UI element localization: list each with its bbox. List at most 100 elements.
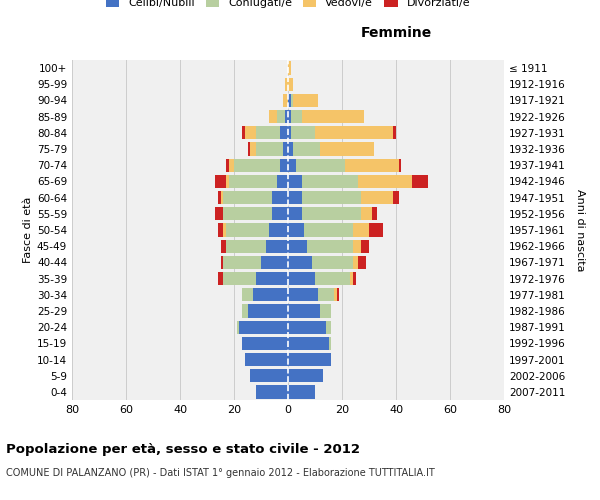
Bar: [358, 175, 412, 188]
Bar: [315, 126, 394, 140]
Bar: [361, 207, 372, 220]
Bar: [290, 126, 315, 140]
Bar: [293, 94, 318, 107]
Bar: [242, 304, 248, 318]
Bar: [256, 386, 288, 398]
Bar: [223, 272, 256, 285]
Bar: [318, 288, 334, 302]
Bar: [226, 158, 229, 172]
Bar: [293, 142, 320, 156]
Bar: [256, 272, 288, 285]
Bar: [248, 142, 250, 156]
Bar: [245, 126, 256, 140]
Bar: [248, 304, 288, 318]
Bar: [223, 207, 272, 220]
Bar: [329, 336, 331, 350]
Bar: [288, 142, 293, 156]
Bar: [307, 240, 353, 253]
Bar: [288, 175, 302, 188]
Bar: [277, 175, 288, 188]
Bar: [358, 256, 367, 269]
Bar: [344, 158, 398, 172]
Bar: [288, 224, 304, 236]
Bar: [290, 94, 293, 107]
Bar: [218, 272, 223, 285]
Bar: [253, 288, 288, 302]
Bar: [353, 256, 358, 269]
Bar: [215, 207, 223, 220]
Bar: [283, 142, 288, 156]
Bar: [242, 126, 245, 140]
Bar: [288, 304, 320, 318]
Bar: [234, 158, 280, 172]
Legend: Celibi/Nubili, Coniugati/e, Vedovi/e, Divorziati/e: Celibi/Nubili, Coniugati/e, Vedovi/e, Di…: [106, 0, 470, 8]
Bar: [239, 320, 288, 334]
Bar: [288, 336, 329, 350]
Bar: [361, 191, 394, 204]
Bar: [280, 158, 288, 172]
Bar: [236, 320, 239, 334]
Bar: [242, 336, 288, 350]
Bar: [334, 288, 337, 302]
Bar: [226, 175, 229, 188]
Bar: [361, 240, 369, 253]
Bar: [256, 126, 280, 140]
Bar: [288, 94, 290, 107]
Bar: [302, 207, 361, 220]
Bar: [250, 142, 256, 156]
Bar: [320, 142, 374, 156]
Bar: [226, 224, 269, 236]
Bar: [269, 110, 277, 124]
Bar: [242, 288, 253, 302]
Bar: [221, 240, 226, 253]
Bar: [218, 191, 221, 204]
Bar: [288, 78, 293, 91]
Bar: [226, 240, 266, 253]
Bar: [245, 353, 288, 366]
Y-axis label: Fasce di età: Fasce di età: [23, 197, 33, 263]
Bar: [223, 256, 261, 269]
Bar: [353, 224, 369, 236]
Bar: [277, 110, 286, 124]
Bar: [288, 62, 290, 74]
Bar: [288, 191, 302, 204]
Bar: [353, 272, 355, 285]
Bar: [229, 158, 234, 172]
Bar: [256, 142, 283, 156]
Bar: [250, 369, 288, 382]
Bar: [394, 191, 398, 204]
Bar: [288, 272, 315, 285]
Bar: [221, 256, 223, 269]
Bar: [288, 320, 326, 334]
Bar: [372, 207, 377, 220]
Bar: [283, 94, 288, 107]
Bar: [288, 207, 302, 220]
Bar: [272, 207, 288, 220]
Bar: [394, 126, 396, 140]
Bar: [350, 272, 353, 285]
Bar: [223, 191, 272, 204]
Bar: [290, 110, 302, 124]
Bar: [353, 240, 361, 253]
Bar: [315, 272, 350, 285]
Bar: [304, 224, 353, 236]
Bar: [266, 240, 288, 253]
Bar: [288, 256, 313, 269]
Bar: [412, 175, 428, 188]
Bar: [288, 288, 318, 302]
Bar: [288, 126, 290, 140]
Text: COMUNE DI PALANZANO (PR) - Dati ISTAT 1° gennaio 2012 - Elaborazione TUTTITALIA.: COMUNE DI PALANZANO (PR) - Dati ISTAT 1°…: [6, 468, 435, 477]
Bar: [286, 110, 288, 124]
Bar: [302, 175, 358, 188]
Bar: [288, 110, 290, 124]
Bar: [218, 224, 223, 236]
Bar: [269, 224, 288, 236]
Bar: [369, 224, 383, 236]
Bar: [288, 240, 307, 253]
Y-axis label: Anni di nascita: Anni di nascita: [575, 188, 585, 271]
Bar: [302, 191, 361, 204]
Bar: [272, 191, 288, 204]
Bar: [296, 158, 345, 172]
Bar: [399, 158, 401, 172]
Text: Popolazione per età, sesso e stato civile - 2012: Popolazione per età, sesso e stato civil…: [6, 442, 360, 456]
